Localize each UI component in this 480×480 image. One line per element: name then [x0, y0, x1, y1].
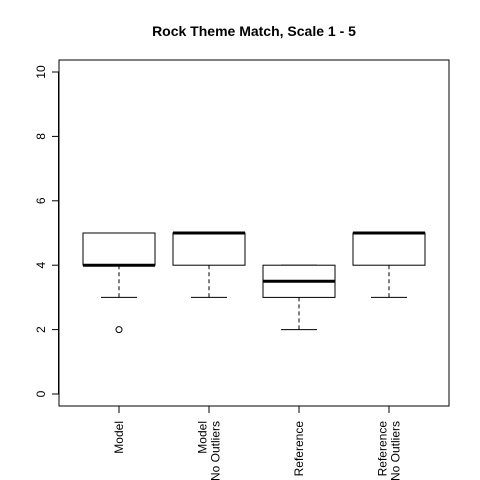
y-tick-label: 4: [34, 262, 48, 269]
box: [172, 232, 246, 266]
box-group: [172, 231, 246, 298]
box: [82, 232, 156, 266]
x-tick-label: No Outliers: [389, 421, 403, 480]
y-tick-label: 0: [34, 390, 48, 397]
y-tick-label: 8: [34, 133, 48, 140]
x-tick-label: Reference: [376, 421, 390, 477]
boxes: [82, 231, 426, 334]
chart-title: Rock Theme Match, Scale 1 - 5: [152, 23, 356, 39]
x-tick-label: No Outliers: [209, 421, 223, 480]
x-tick-label: Model: [112, 421, 126, 454]
x-tick-label: Reference: [292, 421, 306, 477]
y-tick-label: 6: [34, 197, 48, 204]
y-tick-label: 2: [34, 326, 48, 333]
box: [352, 232, 426, 266]
box-group: [82, 232, 156, 334]
outlier-point: [115, 326, 123, 334]
y-axis: 0 2 4 6 8 10: [34, 65, 59, 397]
y-tick-label: 10: [34, 65, 48, 79]
x-tick-label: Model: [196, 421, 210, 454]
x-axis: Model Model No Outliers Reference Reference N…: [112, 406, 403, 480]
box-group: [262, 264, 336, 331]
box-group: [352, 231, 426, 298]
